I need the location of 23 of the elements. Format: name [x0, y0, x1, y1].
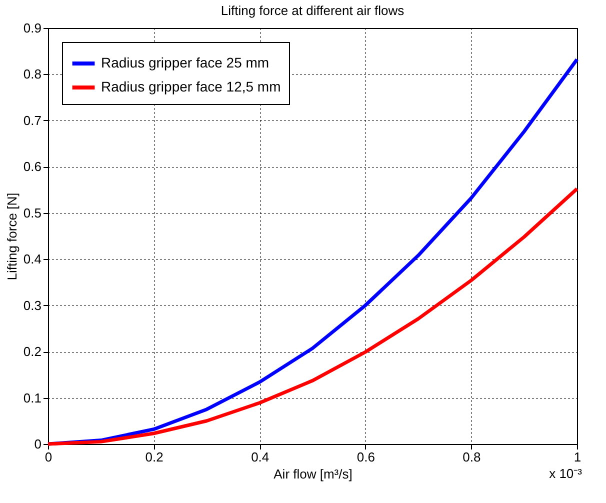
text: x 10⁻³ — [549, 466, 583, 481]
y-tick-label: 0.1 — [23, 390, 42, 406]
x-tick-label: 0.4 — [251, 450, 270, 464]
y-tick-label: 0.9 — [23, 20, 42, 36]
y-tick-label: 0.8 — [23, 66, 42, 82]
line-series — [46, 187, 579, 446]
y-tick-label: 0.4 — [23, 252, 42, 267]
x-tick-label: 0.2 — [145, 450, 164, 464]
x-tick-label: 1 — [574, 450, 582, 464]
y-axis-title: Lifting force [N] — [4, 192, 20, 280]
x-tick-label: 0 — [44, 450, 52, 464]
chart-title: Lifting force at different air flows — [220, 3, 405, 18]
y-tick-label: 0.6 — [23, 159, 42, 174]
y-tick-label: 0 — [34, 436, 42, 452]
x-tick-label: 0.8 — [462, 450, 481, 464]
legend-label: Radius gripper face 12,5 mm — [101, 78, 281, 94]
x-tick-label: 0.6 — [356, 450, 375, 464]
legend-label: Radius gripper face 25 mm — [101, 54, 270, 70]
y-tick-label: 0.3 — [23, 298, 42, 313]
x-axis-title: Air flow [m³/s] — [274, 466, 352, 482]
y-tick-label: 0.5 — [23, 205, 42, 220]
y-tick-label: 0.2 — [23, 344, 42, 360]
y-tick-label: 0.7 — [23, 112, 42, 128]
